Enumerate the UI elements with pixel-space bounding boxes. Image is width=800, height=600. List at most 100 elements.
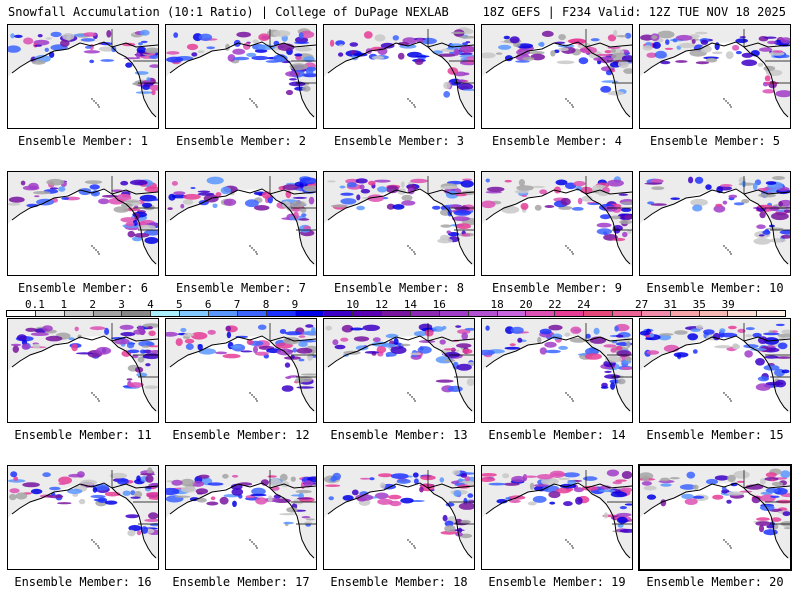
coastline [327,482,474,559]
political-borders [427,176,474,231]
legend-tick-label: 10 [346,298,360,311]
political-borders [111,176,158,231]
snowfall-map [8,172,158,267]
member-caption: Ensemble Member: 3 [333,134,465,148]
snowfall-map [482,319,632,414]
ensemble-map-panel [165,171,317,276]
legend-swatch [237,311,267,316]
legend-swatch [468,311,498,316]
hawaii-islands [91,98,100,108]
member-caption: Ensemble Member: 5 [649,134,781,148]
legend-tick-label: 24 [577,298,591,311]
legend-tick-label: 31 [663,298,678,311]
snowfall-shading [8,178,158,244]
legend-swatch [411,311,440,316]
political-borders [743,176,790,231]
ensemble-map-panel [7,318,159,423]
hawaii-islands [249,539,258,549]
political-borders [743,29,790,84]
coastline [327,335,474,412]
snowfall-shading [640,30,790,98]
hawaii-islands [565,392,574,402]
member-caption: Ensemble Member: 6 [17,281,149,295]
member-caption: Ensemble Member: 18 [330,575,468,589]
legend-swatch [209,311,238,316]
legend-swatch [613,311,642,316]
hawaii-islands [565,245,574,255]
member-caption: Ensemble Member: 8 [333,281,465,295]
ensemble-map-panel [323,465,475,570]
snowfall-shading [640,323,790,391]
legend-swatch [64,311,94,316]
political-borders [111,470,158,525]
legend-swatch [555,311,585,316]
hawaii-islands [723,392,732,402]
member-caption: Ensemble Member: 15 [646,428,784,442]
legend-tick-label: 27 [634,298,649,311]
coastline [11,188,158,265]
snowfall-map [482,25,632,120]
hawaii-islands [723,245,732,255]
legend-swatch [641,311,671,316]
hawaii-islands [565,98,574,108]
political-borders [585,176,632,231]
hawaii-islands [407,245,416,255]
member-caption: Ensemble Member: 1 [17,134,149,148]
political-borders [743,470,790,525]
snowfall-map [640,172,790,267]
legend-swatch [7,311,36,316]
legend-tick-label: 4 [147,298,154,311]
snowfall-map [324,319,474,414]
hawaii-islands [407,98,416,108]
legend-swatch [439,311,469,316]
political-borders [585,323,632,378]
snowfall-shading [329,27,474,98]
legend-swatch [497,311,527,316]
hawaii-islands [407,392,416,402]
legend-swatch [353,311,383,316]
ensemble-map-panel [7,24,159,129]
snowfall-map [8,25,158,120]
snowfall-map [640,25,790,120]
land-area [166,172,316,267]
coastline [169,482,316,559]
legend-swatch [584,311,614,316]
legend-tick-label: 9 [291,298,299,311]
hawaii-islands [249,392,258,402]
map-title: Snowfall Accumulation (10:1 Ratio) | Col… [8,5,449,19]
coastline [643,335,790,412]
snowfall-shading [8,29,158,96]
snowfall-shading [644,176,790,245]
political-borders [743,323,790,378]
ensemble-map-panel [639,171,791,276]
land-area [324,466,474,561]
coastline [327,188,474,265]
ensemble-map-panel [7,171,159,276]
political-borders [269,29,316,84]
political-borders [427,29,474,84]
member-caption: Ensemble Member: 14 [488,428,626,442]
political-borders [269,470,316,525]
legend-tick-label: 5 [175,298,183,311]
land-area [640,172,790,267]
member-caption: Ensemble Member: 4 [491,134,623,148]
member-caption: Ensemble Member: 13 [330,428,468,442]
ensemble-map-panel [323,171,475,276]
coastline [643,482,790,559]
land-area [324,25,474,120]
snowfall-map [324,466,474,561]
snowfall-map [166,25,316,120]
legend-swatch [295,311,325,316]
political-borders [111,29,158,84]
hawaii-islands [91,245,100,255]
political-borders [585,470,632,525]
snowfall-shading [482,469,632,533]
legend-tick-label: 20 [519,298,533,311]
member-caption: Ensemble Member: 19 [488,575,626,589]
snowfall-map [166,172,316,267]
legend-tick-label: 12 [374,298,389,311]
ensemble-map-panel [639,318,791,423]
hawaii-islands [249,245,258,255]
legend-swatch [699,311,729,316]
legend-swatch [122,311,152,316]
